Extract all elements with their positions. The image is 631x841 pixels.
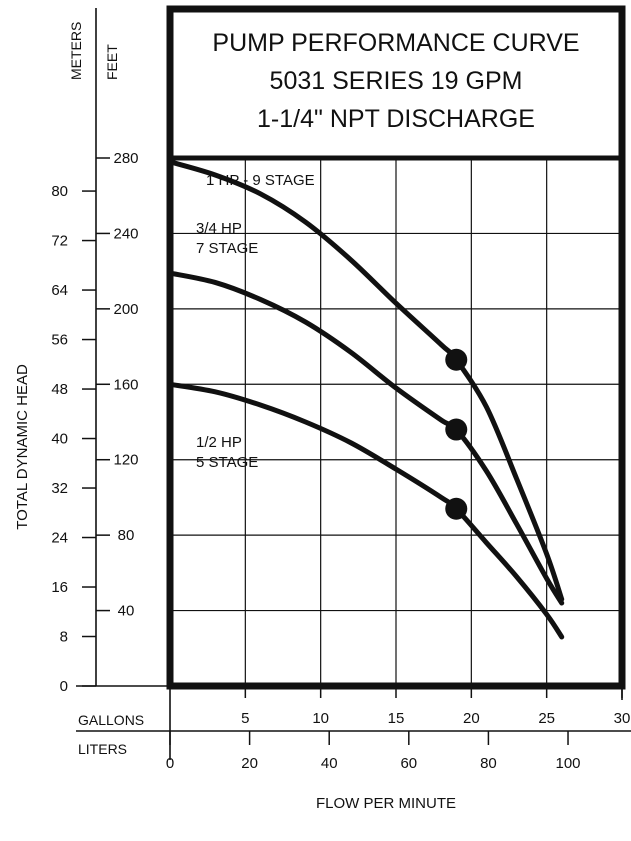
meters-tick-label: 40 (51, 431, 68, 448)
gallons-tick-label: 10 (312, 710, 329, 727)
meters-tick-label: 0 (60, 678, 68, 695)
chart-title: PUMP PERFORMANCE CURVE 5031 SERIES 19 GP… (212, 29, 579, 133)
title-line-1: PUMP PERFORMANCE CURVE (212, 29, 579, 57)
meters-unit-label: METERS (68, 22, 84, 80)
curves (167, 159, 565, 640)
series-label-1-2hp: 1/2 HP 5 STAGE (196, 434, 258, 471)
gallons-tick-label: 30 (614, 710, 631, 727)
best-efficiency-point-2 (445, 497, 468, 520)
liters-tick-label: 40 (321, 755, 338, 772)
gallons-tick-label: 5 (241, 710, 249, 727)
meters-tick-label: 56 (51, 332, 68, 349)
title-line-2: 5031 SERIES 19 GPM (270, 67, 523, 95)
meters-tick-label: 48 (51, 381, 68, 398)
feet-tick-label: 160 (113, 376, 138, 393)
gallons-unit-label: GALLONS (78, 712, 144, 728)
liters-tick-label: 80 (480, 755, 497, 772)
liters-tick-label: 20 (241, 755, 258, 772)
curve-2 (167, 381, 565, 640)
title-line-3: 1-1/4" NPT DISCHARGE (257, 105, 535, 133)
tick-marks (82, 157, 623, 745)
best-efficiency-point-1 (445, 418, 468, 441)
liters-tick-label: 60 (400, 755, 417, 772)
curve-0 (167, 159, 565, 602)
series-label-line: 3/4 HP (196, 220, 242, 237)
series-label-1hp: 1 HP - 9 STAGE (206, 172, 315, 189)
feet-tick-label: 240 (113, 225, 138, 242)
series-label-line: 1 HP - 9 STAGE (206, 172, 315, 189)
meters-tick-label: 32 (51, 480, 68, 497)
best-efficiency-point-0 (445, 348, 468, 371)
series-label-line: 5 STAGE (196, 454, 258, 471)
feet-tick-label: 120 (113, 452, 138, 469)
feet-unit-label: FEET (104, 44, 120, 80)
x-axis-title: FLOW PER MINUTE (316, 795, 456, 812)
series-label-line: 7 STAGE (196, 240, 258, 257)
series-label-3-4hp: 3/4 HP 7 STAGE (196, 220, 258, 257)
gallons-tick-label: 25 (538, 710, 555, 727)
gallons-tick-label: 15 (388, 710, 405, 727)
meters-tick-label: 16 (51, 579, 68, 596)
meters-tick-label: 72 (51, 233, 68, 250)
feet-tick-label: 40 (118, 603, 135, 620)
feet-tick-label: 280 (113, 150, 138, 167)
feet-tick-label: 200 (113, 301, 138, 318)
gallons-tick-label: 20 (463, 710, 480, 727)
y-axis-title: TOTAL DYNAMIC HEAD (14, 364, 31, 530)
liters-tick-label: 100 (556, 755, 581, 772)
grid-lines (170, 157, 622, 686)
meters-tick-label: 8 (60, 629, 68, 646)
liters-tick-label: 0 (166, 755, 174, 772)
plot-frame (166, 5, 626, 690)
meters-tick-label: 64 (51, 282, 68, 299)
feet-tick-label: 80 (118, 527, 135, 544)
curve-1 (167, 270, 565, 606)
series-label-line: 1/2 HP (196, 434, 242, 451)
meters-tick-label: 80 (51, 183, 68, 200)
liters-unit-label: LITERS (78, 741, 127, 757)
meters-tick-label: 24 (51, 530, 68, 547)
